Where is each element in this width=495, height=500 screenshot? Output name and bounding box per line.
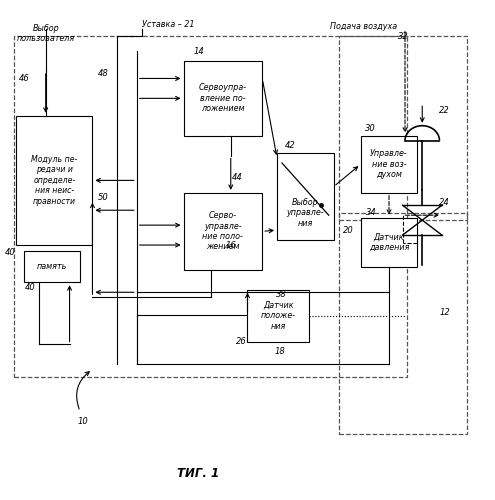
Bar	[361, 218, 417, 268]
Text: 14: 14	[194, 46, 204, 56]
Text: Подача воздуха: Подача воздуха	[330, 22, 396, 32]
Text: 38: 38	[276, 290, 287, 299]
Text: 26: 26	[236, 338, 247, 346]
Text: 40: 40	[5, 248, 16, 257]
Text: Выбор
управле-
ния: Выбор управле- ния	[287, 198, 324, 228]
Text: 12: 12	[440, 308, 450, 316]
Text: ΤИГ. 1: ΤИГ. 1	[177, 467, 219, 480]
Text: Выбор
пользователя: Выбор пользователя	[16, 24, 75, 43]
Text: 34: 34	[366, 208, 376, 217]
Text: 16: 16	[225, 240, 236, 250]
Text: 20: 20	[343, 226, 354, 234]
Text: 32: 32	[397, 32, 408, 40]
Text: 40: 40	[25, 283, 35, 292]
Text: 10: 10	[78, 417, 89, 426]
Text: 46: 46	[19, 74, 29, 83]
Text: 42: 42	[285, 141, 295, 150]
Text: 24: 24	[440, 198, 450, 207]
Text: Управле-
ние воз-
духом: Управле- ние воз- духом	[370, 150, 408, 179]
Bar	[339, 36, 467, 220]
Bar	[248, 290, 309, 342]
Text: память: память	[37, 262, 67, 272]
Text: 50: 50	[98, 194, 108, 202]
Bar	[24, 252, 80, 282]
Text: 48: 48	[98, 69, 108, 78]
Text: 30: 30	[365, 124, 375, 132]
Text: Уставка – 21: Уставка – 21	[142, 20, 194, 30]
Text: Сервоупра-
вление по-
ложением: Сервоупра- вление по- ложением	[199, 84, 247, 113]
Text: Серво-
управле-
ние поло-
жением: Серво- управле- ние поло- жением	[202, 212, 244, 252]
Text: Датчик
положе-
ния: Датчик положе- ния	[261, 301, 296, 331]
Bar	[277, 153, 334, 240]
Bar	[184, 61, 262, 136]
Bar	[16, 116, 93, 245]
Text: 22: 22	[440, 106, 450, 116]
Text: 44: 44	[232, 174, 243, 182]
Bar	[184, 193, 262, 270]
Bar	[361, 136, 417, 193]
Text: Датчик
давления: Датчик давления	[369, 233, 409, 252]
Text: 18: 18	[275, 348, 286, 356]
Bar	[14, 36, 407, 377]
Text: Модуль пе-
редачи и
определе-
ния неис-
правности: Модуль пе- редачи и определе- ния неис- …	[31, 155, 77, 206]
Bar	[339, 212, 467, 434]
